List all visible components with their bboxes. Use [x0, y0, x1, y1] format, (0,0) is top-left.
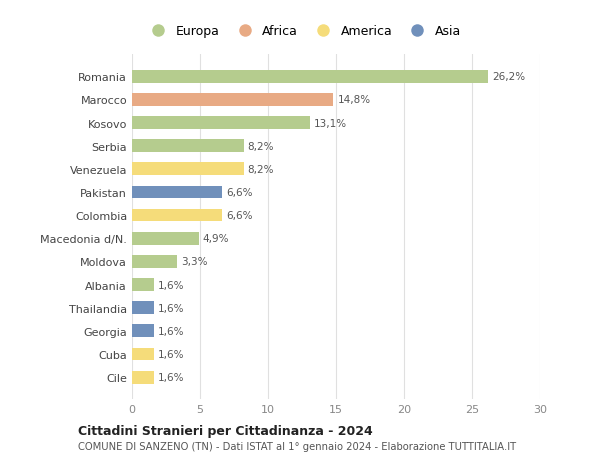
Bar [132, 232, 199, 245]
Text: 8,2%: 8,2% [248, 141, 274, 151]
Bar [132, 279, 154, 291]
Bar [132, 140, 244, 153]
Text: Cittadini Stranieri per Cittadinanza - 2024: Cittadini Stranieri per Cittadinanza - 2… [78, 424, 373, 437]
Bar [132, 71, 488, 84]
Text: 1,6%: 1,6% [158, 326, 184, 336]
Text: 1,6%: 1,6% [158, 372, 184, 382]
Bar [132, 348, 154, 361]
Bar [132, 94, 333, 106]
Bar [132, 325, 154, 337]
Text: 1,6%: 1,6% [158, 349, 184, 359]
Text: 3,3%: 3,3% [181, 257, 208, 267]
Bar [132, 209, 222, 222]
Bar [132, 186, 222, 199]
Text: 1,6%: 1,6% [158, 303, 184, 313]
Text: 4,9%: 4,9% [203, 234, 229, 244]
Text: COMUNE DI SANZENO (TN) - Dati ISTAT al 1° gennaio 2024 - Elaborazione TUTTITALIA: COMUNE DI SANZENO (TN) - Dati ISTAT al 1… [78, 441, 516, 451]
Legend: Europa, Africa, America, Asia: Europa, Africa, America, Asia [141, 20, 466, 43]
Bar [132, 371, 154, 384]
Text: 6,6%: 6,6% [226, 211, 253, 221]
Text: 1,6%: 1,6% [158, 280, 184, 290]
Text: 26,2%: 26,2% [493, 72, 526, 82]
Text: 14,8%: 14,8% [337, 95, 370, 105]
Bar [132, 117, 310, 129]
Bar [132, 302, 154, 314]
Text: 8,2%: 8,2% [248, 164, 274, 174]
Text: 6,6%: 6,6% [226, 188, 253, 197]
Bar [132, 163, 244, 176]
Bar [132, 256, 177, 268]
Text: 13,1%: 13,1% [314, 118, 347, 128]
